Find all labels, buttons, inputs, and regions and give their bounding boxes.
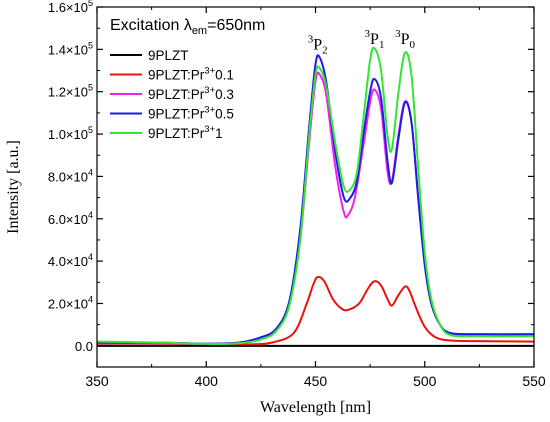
x-tick-label: 400 — [195, 373, 219, 389]
y-axis: 0.0 2.0×104 4.0×104 6.0×104 8.0×104 1.0×105 1.… — [48, 0, 534, 354]
legend-label-1: 9PLZT:Pr3+0.1 — [148, 66, 234, 83]
y-tick-label: 8.0×104 — [48, 167, 93, 184]
legend: Excitation λem=650nm 9PLZT 9PLZT:Pr3+0.1 9… — [110, 17, 265, 141]
y-tick-label: 0.0 — [75, 339, 93, 354]
legend-label-3: 9PLZT:Pr3+0.5 — [148, 105, 234, 122]
series-line-4 — [96, 46, 535, 345]
x-tick-label: 350 — [85, 373, 109, 389]
y-tick-label: 1.2×105 — [48, 83, 93, 100]
x-axis-title: Wavelength [nm] — [260, 399, 371, 416]
peak-label-1: 3P1 — [365, 28, 385, 51]
legend-label-2: 9PLZT:Pr3+0.3 — [148, 85, 234, 102]
series-line-1 — [96, 275, 535, 346]
legend-label-4: 9PLZT:Pr3+1 — [148, 124, 223, 141]
y-tick-label: 1.6×105 — [48, 0, 93, 15]
peak-label-0: 3P2 — [308, 33, 328, 56]
y-tick-label: 2.0×104 — [48, 294, 93, 311]
y-tick-label: 4.0×104 — [48, 252, 93, 269]
x-tick-label: 450 — [304, 373, 328, 389]
peak-annotations: 3P2 3P1 3P0 — [308, 28, 416, 56]
legend-title: Excitation λem=650nm — [110, 17, 265, 37]
series-curves — [96, 46, 535, 347]
x-axis: 350 400 450 500 550 — [85, 7, 546, 389]
y-tick-label: 1.0×105 — [48, 125, 93, 142]
x-tick-label: 500 — [413, 373, 437, 389]
x-tick-label: 550 — [522, 373, 546, 389]
y-axis-title: Intensity [a.u.] — [5, 140, 22, 234]
legend-label-0: 9PLZT — [148, 48, 189, 63]
y-tick-label: 6.0×104 — [48, 210, 93, 227]
y-tick-label: 1.4×105 — [48, 40, 93, 57]
peak-label-2: 3P0 — [395, 28, 415, 51]
series-line-3 — [96, 54, 535, 345]
